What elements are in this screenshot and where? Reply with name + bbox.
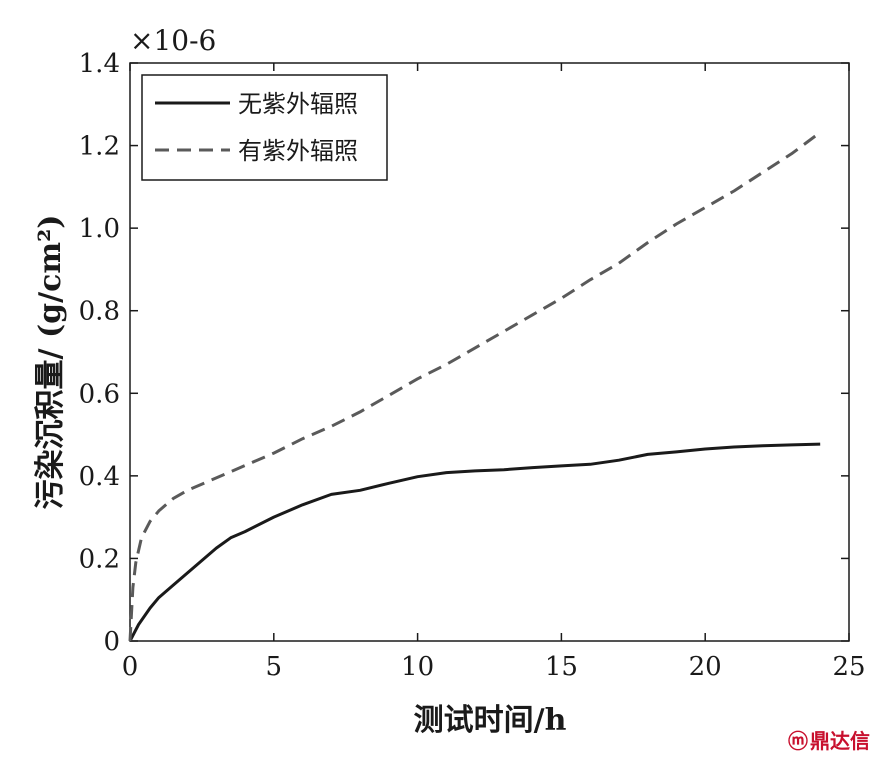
y-tick-label: 0.2 bbox=[79, 544, 120, 574]
legend-label-with-uv: 有紫外辐照 bbox=[238, 137, 358, 165]
watermark-logo-icon: ⓜ bbox=[788, 729, 808, 753]
y-tick-label: 1.4 bbox=[79, 49, 120, 79]
x-tick-label: 5 bbox=[266, 652, 283, 682]
y-axis-title: 污染沉积量/ (g/cm²) bbox=[33, 215, 68, 510]
legend-label-no-uv: 无紫外辐照 bbox=[238, 90, 358, 118]
y-tick-label: 1.0 bbox=[79, 214, 120, 244]
legend: 无紫外辐照 有紫外辐照 bbox=[141, 74, 388, 181]
y-multiplier-label: ×10-6 bbox=[130, 24, 216, 57]
legend-box bbox=[141, 74, 388, 181]
x-tick-label: 20 bbox=[689, 652, 722, 682]
x-tick-label: 0 bbox=[122, 652, 139, 682]
watermark: ⓜ 鼎达信 bbox=[788, 729, 870, 753]
watermark-text: 鼎达信 bbox=[810, 729, 870, 753]
y-axis-ticks: 0 0.2 0.4 0.6 0.8 1.0 1.2 1.4 bbox=[79, 49, 849, 657]
y-tick-label: 0.6 bbox=[79, 379, 120, 409]
y-tick-label: 1.2 bbox=[79, 132, 120, 162]
x-tick-label: 10 bbox=[401, 652, 434, 682]
x-tick-label: 25 bbox=[832, 652, 865, 682]
x-axis-title: 测试时间/h bbox=[414, 703, 567, 738]
series-line-no-uv bbox=[128, 442, 821, 642]
plot-frame bbox=[129, 62, 850, 642]
series-line-with-uv bbox=[128, 131, 822, 642]
x-axis-ticks: 0 5 10 15 20 25 bbox=[122, 63, 866, 682]
series-layer bbox=[128, 131, 822, 642]
y-tick-label: 0.4 bbox=[79, 462, 120, 492]
y-tick-label: 0.8 bbox=[79, 297, 120, 327]
x-tick-label: 15 bbox=[545, 652, 578, 682]
y-tick-label: 0 bbox=[103, 627, 120, 657]
